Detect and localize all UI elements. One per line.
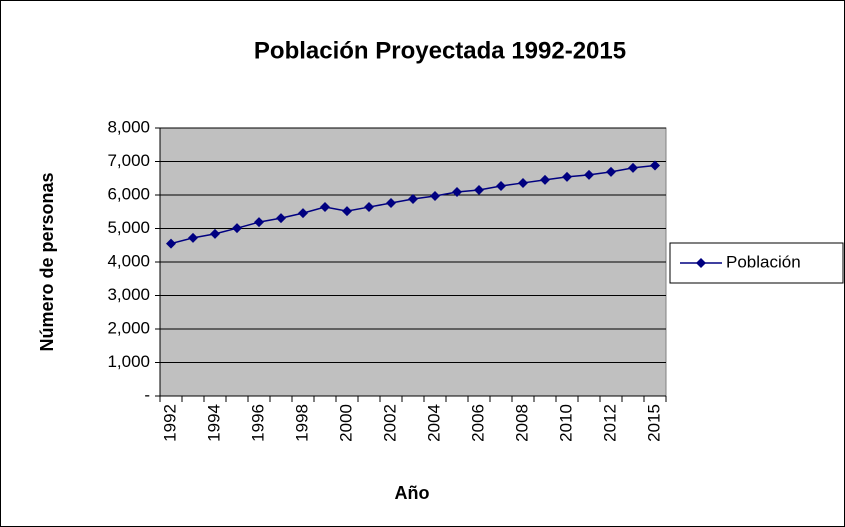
y-tick-label: 2,000: [107, 318, 150, 337]
y-tick-label: 1,000: [107, 352, 150, 371]
legend-box: [669, 242, 844, 284]
data-point: [628, 162, 638, 173]
data-point: [408, 194, 418, 205]
x-tick-label: 1992: [160, 404, 179, 442]
x-axis-title: Año: [395, 483, 430, 503]
data-point: [606, 166, 616, 177]
chart-title: Población Proyectada 1992-2015: [254, 37, 626, 64]
data-point: [496, 180, 506, 191]
x-tick-label: 2002: [380, 404, 399, 442]
data-point: [320, 202, 330, 213]
legend-label: Población: [726, 252, 801, 271]
legend-marker: [696, 258, 706, 268]
data-point: [430, 191, 440, 202]
data-point: [540, 174, 550, 185]
data-point: [166, 238, 176, 249]
y-tick-label: 8,000: [107, 117, 150, 136]
y-tick-label: 4,000: [107, 251, 150, 270]
data-point: [210, 228, 220, 239]
x-tick-label: 1996: [248, 404, 267, 442]
data-point: [650, 160, 660, 171]
data-point: [188, 232, 198, 243]
x-tick-label: 2015: [644, 404, 663, 442]
data-point: [386, 198, 396, 209]
data-point: [518, 177, 528, 188]
y-tick-label: -: [144, 385, 150, 404]
y-axis-title: Número de personas: [37, 172, 57, 351]
x-tick-label: 2008: [512, 404, 531, 442]
y-tick-label: 6,000: [107, 184, 150, 203]
x-tick-label: 2004: [424, 404, 443, 442]
x-tick-label: 2010: [556, 404, 575, 442]
data-point: [232, 223, 242, 234]
data-point: [298, 208, 308, 219]
y-tick-label: 7,000: [107, 151, 150, 170]
x-tick-label: 1994: [204, 404, 223, 442]
data-point: [584, 169, 594, 180]
x-tick-label: 1998: [292, 404, 311, 442]
x-tick-label: 2000: [336, 404, 355, 442]
data-point: [276, 213, 286, 224]
x-tick-label: 2012: [600, 404, 619, 442]
y-tick-label: 3,000: [107, 285, 150, 304]
data-point: [452, 186, 462, 197]
data-point: [474, 184, 484, 195]
y-tick-label: 5,000: [107, 218, 150, 237]
x-tick-label: 2006: [468, 404, 487, 442]
data-point: [342, 206, 352, 217]
data-point: [562, 171, 572, 182]
data-point: [254, 217, 264, 228]
data-point: [364, 202, 374, 213]
